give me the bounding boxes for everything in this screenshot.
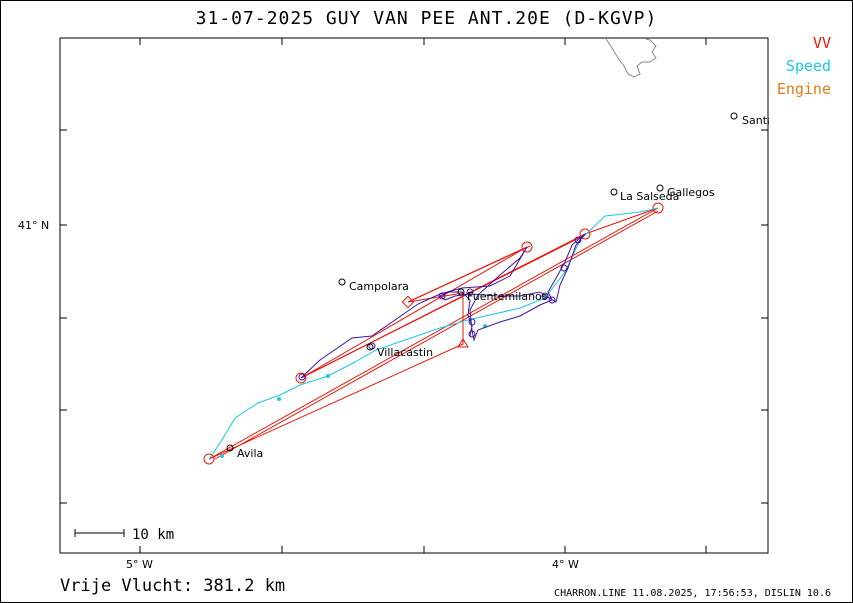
scale-bar [74, 529, 125, 537]
legend-item-vv: VV [812, 34, 831, 52]
lon-label-4w: 4° W [552, 558, 579, 571]
place-markers [226, 112, 738, 452]
credits: CHARRON.LINE 11.08.2025, 17:56:53, DISLI… [554, 588, 831, 599]
legend-item-engine: Engine [776, 80, 831, 98]
legend: VV Speed Engine [777, 32, 831, 101]
place-la-salseda: La Salseda [620, 190, 679, 203]
distance-summary: Vrije Vlucht: 381.2 km [60, 576, 286, 596]
climb-circles [298, 236, 582, 381]
place-gallegos: Gallegos [667, 186, 715, 199]
edge-mask [769, 100, 849, 140]
place-santa: Santa [742, 114, 774, 127]
water-outline [605, 38, 657, 78]
legend-item-speed: Speed [785, 57, 831, 75]
scale-label: 10 km [132, 527, 174, 543]
speed-track [208, 207, 659, 460]
place-fuentemilanos: Fuentemilanos [467, 290, 548, 303]
lon-label-5w: 5° W [126, 558, 153, 571]
climb-track [300, 233, 586, 379]
left-ticks [60, 38, 768, 553]
flight-title: 31-07-2025 GUY VAN PEE ANT.20E (D-KGVP) [195, 8, 658, 29]
place-villacastin: Villacastin [377, 346, 433, 359]
lat-label: 41° N [18, 219, 49, 232]
place-avila: Avila [237, 447, 263, 460]
task-lines [208, 207, 659, 460]
place-campolara: Campolara [349, 280, 409, 293]
plot-border [59, 37, 769, 554]
speed-points [220, 324, 487, 458]
turnpoint-markers [203, 202, 664, 465]
